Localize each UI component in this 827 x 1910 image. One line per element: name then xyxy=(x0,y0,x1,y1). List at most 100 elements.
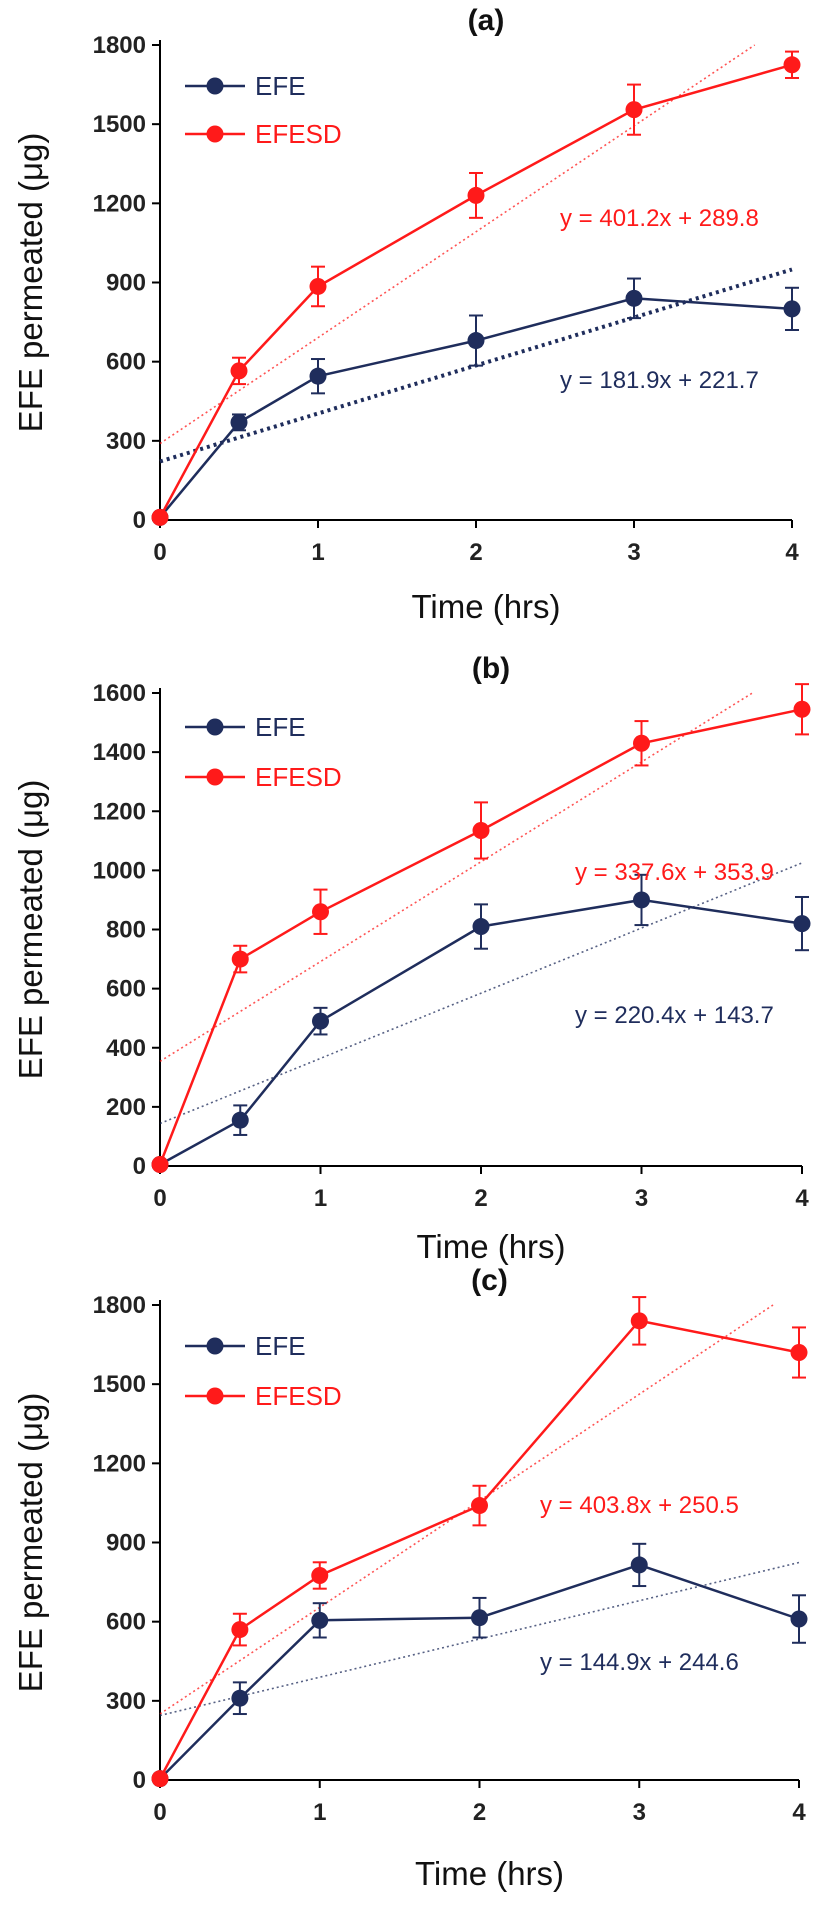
data-point xyxy=(793,915,811,933)
data-point xyxy=(793,700,811,718)
x-tick-label: 1 xyxy=(313,1799,326,1826)
x-tick-label: 1 xyxy=(311,539,324,566)
x-tick-label: 2 xyxy=(473,1799,486,1826)
data-point xyxy=(625,289,643,307)
data-point xyxy=(633,891,650,909)
x-tick-label: 0 xyxy=(153,1799,166,1826)
series-line xyxy=(159,297,793,519)
data-point xyxy=(467,332,485,350)
y-tick-label: 1400 xyxy=(93,739,146,766)
legend-label: EFESD xyxy=(255,762,342,792)
series-line xyxy=(159,898,803,1166)
x-axis-title: Time (hrs) xyxy=(415,1855,564,1892)
y-tick-label: 0 xyxy=(133,507,146,534)
legend-marker xyxy=(206,1387,224,1405)
trendline-equation-efesd: y = 337.6x + 353.9 xyxy=(575,859,774,886)
trendline-equation-efesd: y = 401.2x + 289.8 xyxy=(560,205,759,232)
y-tick-label: 600 xyxy=(106,1609,146,1636)
legend-label: EFE xyxy=(255,712,306,742)
data-point xyxy=(230,413,248,431)
data-point xyxy=(783,56,801,74)
data-point xyxy=(231,950,249,968)
series-line xyxy=(158,708,803,1165)
data-point xyxy=(471,1497,488,1515)
y-tick-label: 1200 xyxy=(93,190,146,217)
series-line xyxy=(159,1563,800,1780)
series-efe xyxy=(151,277,801,526)
data-point xyxy=(625,101,643,119)
y-axis-title: EFE permeated (μg) xyxy=(12,780,49,1080)
y-tick-label: 800 xyxy=(106,917,146,944)
x-tick-label: 3 xyxy=(635,1185,648,1212)
data-point xyxy=(309,367,327,385)
y-tick-label: 0 xyxy=(133,1767,146,1794)
data-point xyxy=(467,186,485,204)
x-tick-label: 3 xyxy=(633,1799,646,1826)
y-tick-label: 600 xyxy=(106,349,146,376)
chart-panel-3: (c) 0 300 600 900 1200 1500 1800 0 1 2 3 4 Time (hrs)… xyxy=(12,1264,808,1892)
data-point xyxy=(231,1689,249,1707)
y-tick-label: 300 xyxy=(106,1688,146,1715)
data-point xyxy=(630,1556,648,1574)
y-tick-label: 0 xyxy=(133,1153,146,1180)
y-tick-label: 1200 xyxy=(93,1450,146,1477)
x-tick-label: 2 xyxy=(469,539,482,566)
data-point xyxy=(783,300,801,318)
y-tick-label: 600 xyxy=(106,976,146,1003)
data-point xyxy=(312,903,329,921)
data-point xyxy=(790,1344,808,1361)
y-tick-label: 1000 xyxy=(93,857,146,884)
legend-marker xyxy=(206,718,224,736)
data-point xyxy=(230,362,248,380)
data-point xyxy=(471,1609,488,1627)
chart-panel-2: (b) 0 200 400 600 800 1000 1200 1400 1600 0 1 2 3 4 Tim… xyxy=(12,652,811,1265)
series-efesd xyxy=(151,50,801,526)
y-axis-title: EFE permeated (μg) xyxy=(12,133,49,433)
y-tick-label: 1500 xyxy=(93,111,146,138)
series-line xyxy=(158,1319,800,1780)
legend-marker xyxy=(206,1337,224,1355)
data-point xyxy=(630,1312,648,1330)
series-efesd xyxy=(151,683,811,1174)
y-tick-label: 900 xyxy=(106,270,146,297)
data-point xyxy=(231,1621,249,1639)
trendline-equation-efe: y = 181.9x + 221.7 xyxy=(560,367,759,394)
series-efe xyxy=(151,1542,808,1788)
legend-item-efesd: EFESD xyxy=(185,762,342,792)
legend-marker xyxy=(206,768,224,786)
y-tick-label: 1200 xyxy=(93,798,146,825)
y-tick-label: 200 xyxy=(106,1094,146,1121)
legend-marker xyxy=(206,77,224,95)
legend-label: EFE xyxy=(255,71,306,101)
data-point xyxy=(472,821,490,839)
legend-item-efe: EFE xyxy=(185,712,306,742)
y-axis-title: EFE permeated (μg) xyxy=(12,1393,49,1693)
y-tick-label: 900 xyxy=(106,1530,146,1557)
legend-item-efe: EFE xyxy=(185,1331,306,1361)
data-point xyxy=(309,277,327,295)
legend-label: EFESD xyxy=(255,119,342,149)
trendline-equation-efe: y = 220.4x + 143.7 xyxy=(575,1002,774,1029)
panel-title: (c) xyxy=(471,1264,508,1297)
legend-marker xyxy=(206,125,224,143)
x-axis-title: Time (hrs) xyxy=(411,588,560,625)
trendline-efesd xyxy=(159,44,756,445)
x-tick-label: 4 xyxy=(795,1185,809,1212)
data-point xyxy=(312,1012,329,1030)
trendline-efe xyxy=(159,862,803,1125)
x-tick-label: 1 xyxy=(314,1185,327,1212)
data-point xyxy=(231,1111,249,1129)
panel-title: (a) xyxy=(468,4,505,37)
data-point xyxy=(311,1611,329,1629)
y-tick-label: 400 xyxy=(106,1035,146,1062)
y-tick-label: 1800 xyxy=(93,32,146,59)
trendline-equation-efe: y = 144.9x + 244.6 xyxy=(540,1649,739,1676)
data-point xyxy=(790,1610,808,1628)
y-tick-label: 300 xyxy=(106,428,146,455)
data-point xyxy=(151,508,169,526)
series-efesd xyxy=(151,1296,808,1788)
data-point xyxy=(151,1156,169,1174)
trendline-efesd xyxy=(159,692,753,1063)
